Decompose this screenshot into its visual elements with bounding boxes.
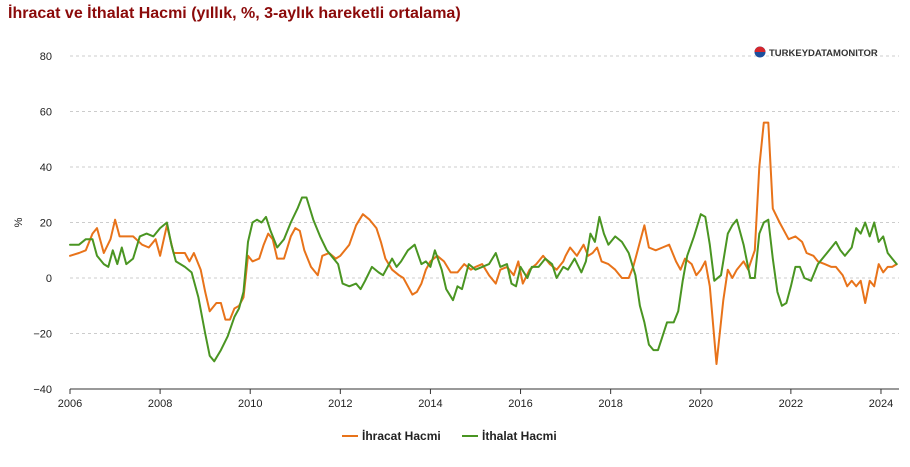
x-tick-label: 2008 <box>148 398 172 410</box>
watermark-logo: TURKEYDATAMONITOR <box>754 46 878 59</box>
x-tick-label: 2006 <box>58 398 82 410</box>
y-tick-label: −40 <box>33 384 52 396</box>
axes: 80 60 40 20 0 −20 −40 2006 2008 2010 2012 2014 2016 2… <box>13 51 899 410</box>
x-tick-label: 2018 <box>598 398 622 410</box>
x-tick-label: 2022 <box>779 398 803 410</box>
y-tick-label: 20 <box>40 218 52 230</box>
series-line-1 <box>69 196 898 363</box>
series-line-0 <box>69 121 898 365</box>
x-tick-label: 2016 <box>508 398 532 410</box>
legend: İhracat Hacmi İthalat Hacmi <box>342 428 557 443</box>
y-tick-label: 0 <box>46 273 52 285</box>
y-tick-label: 80 <box>40 51 52 63</box>
chart-title: İhracat ve İthalat Hacmi (yıllık, %, 3-a… <box>8 5 461 22</box>
series-lines <box>69 121 898 365</box>
logo-globe-top-icon <box>754 46 766 52</box>
legend-label[interactable]: İhracat Hacmi <box>362 428 441 443</box>
y-axis-label: % <box>13 217 25 227</box>
y-tick-label: 60 <box>40 107 52 119</box>
watermark-text: TURKEYDATAMONITOR <box>769 48 878 59</box>
x-tick-label: 2010 <box>238 398 262 410</box>
y-tick-label: −20 <box>33 329 52 341</box>
y-tick-label: 40 <box>40 162 52 174</box>
x-tick-label: 2020 <box>689 398 713 410</box>
legend-label[interactable]: İthalat Hacmi <box>482 428 557 443</box>
x-tick-label: 2024 <box>869 398 893 410</box>
x-tick-label: 2012 <box>328 398 352 410</box>
grid-lines <box>70 55 899 334</box>
x-tick-label: 2014 <box>418 398 442 410</box>
